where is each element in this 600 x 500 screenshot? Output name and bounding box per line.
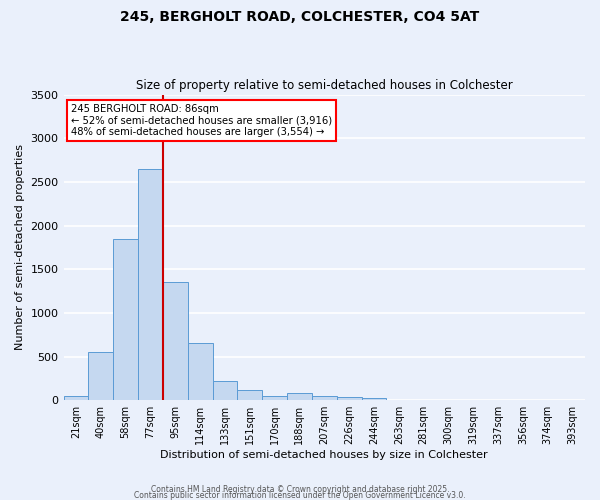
Text: 245 BERGHOLT ROAD: 86sqm
← 52% of semi-detached houses are smaller (3,916)
48% o: 245 BERGHOLT ROAD: 86sqm ← 52% of semi-d…: [71, 104, 332, 137]
Bar: [362, 398, 386, 400]
Text: Contains HM Land Registry data © Crown copyright and database right 2025.: Contains HM Land Registry data © Crown c…: [151, 484, 449, 494]
Bar: [312, 396, 337, 400]
Bar: [64, 396, 88, 400]
Bar: [113, 238, 138, 400]
Bar: [138, 169, 163, 400]
Title: Size of property relative to semi-detached houses in Colchester: Size of property relative to semi-detach…: [136, 79, 512, 92]
Bar: [212, 381, 238, 400]
Bar: [287, 393, 312, 400]
Bar: [88, 352, 113, 400]
Y-axis label: Number of semi-detached properties: Number of semi-detached properties: [15, 144, 25, 350]
Bar: [188, 344, 212, 400]
Bar: [262, 396, 287, 400]
Bar: [238, 390, 262, 400]
X-axis label: Distribution of semi-detached houses by size in Colchester: Distribution of semi-detached houses by …: [160, 450, 488, 460]
Bar: [163, 282, 188, 400]
Text: Contains public sector information licensed under the Open Government Licence v3: Contains public sector information licen…: [134, 490, 466, 500]
Bar: [337, 396, 362, 400]
Text: 245, BERGHOLT ROAD, COLCHESTER, CO4 5AT: 245, BERGHOLT ROAD, COLCHESTER, CO4 5AT: [121, 10, 479, 24]
